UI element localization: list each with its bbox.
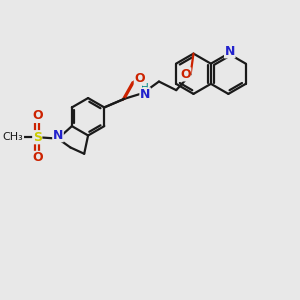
Text: N: N: [53, 129, 63, 142]
Text: O: O: [180, 68, 191, 81]
Text: O: O: [32, 152, 43, 164]
Text: O: O: [32, 110, 43, 122]
Text: CH₃: CH₃: [3, 132, 23, 142]
Text: S: S: [33, 131, 42, 144]
Text: O: O: [134, 72, 145, 85]
Text: H: H: [141, 83, 149, 93]
Text: N: N: [140, 88, 150, 101]
Text: N: N: [225, 45, 235, 58]
